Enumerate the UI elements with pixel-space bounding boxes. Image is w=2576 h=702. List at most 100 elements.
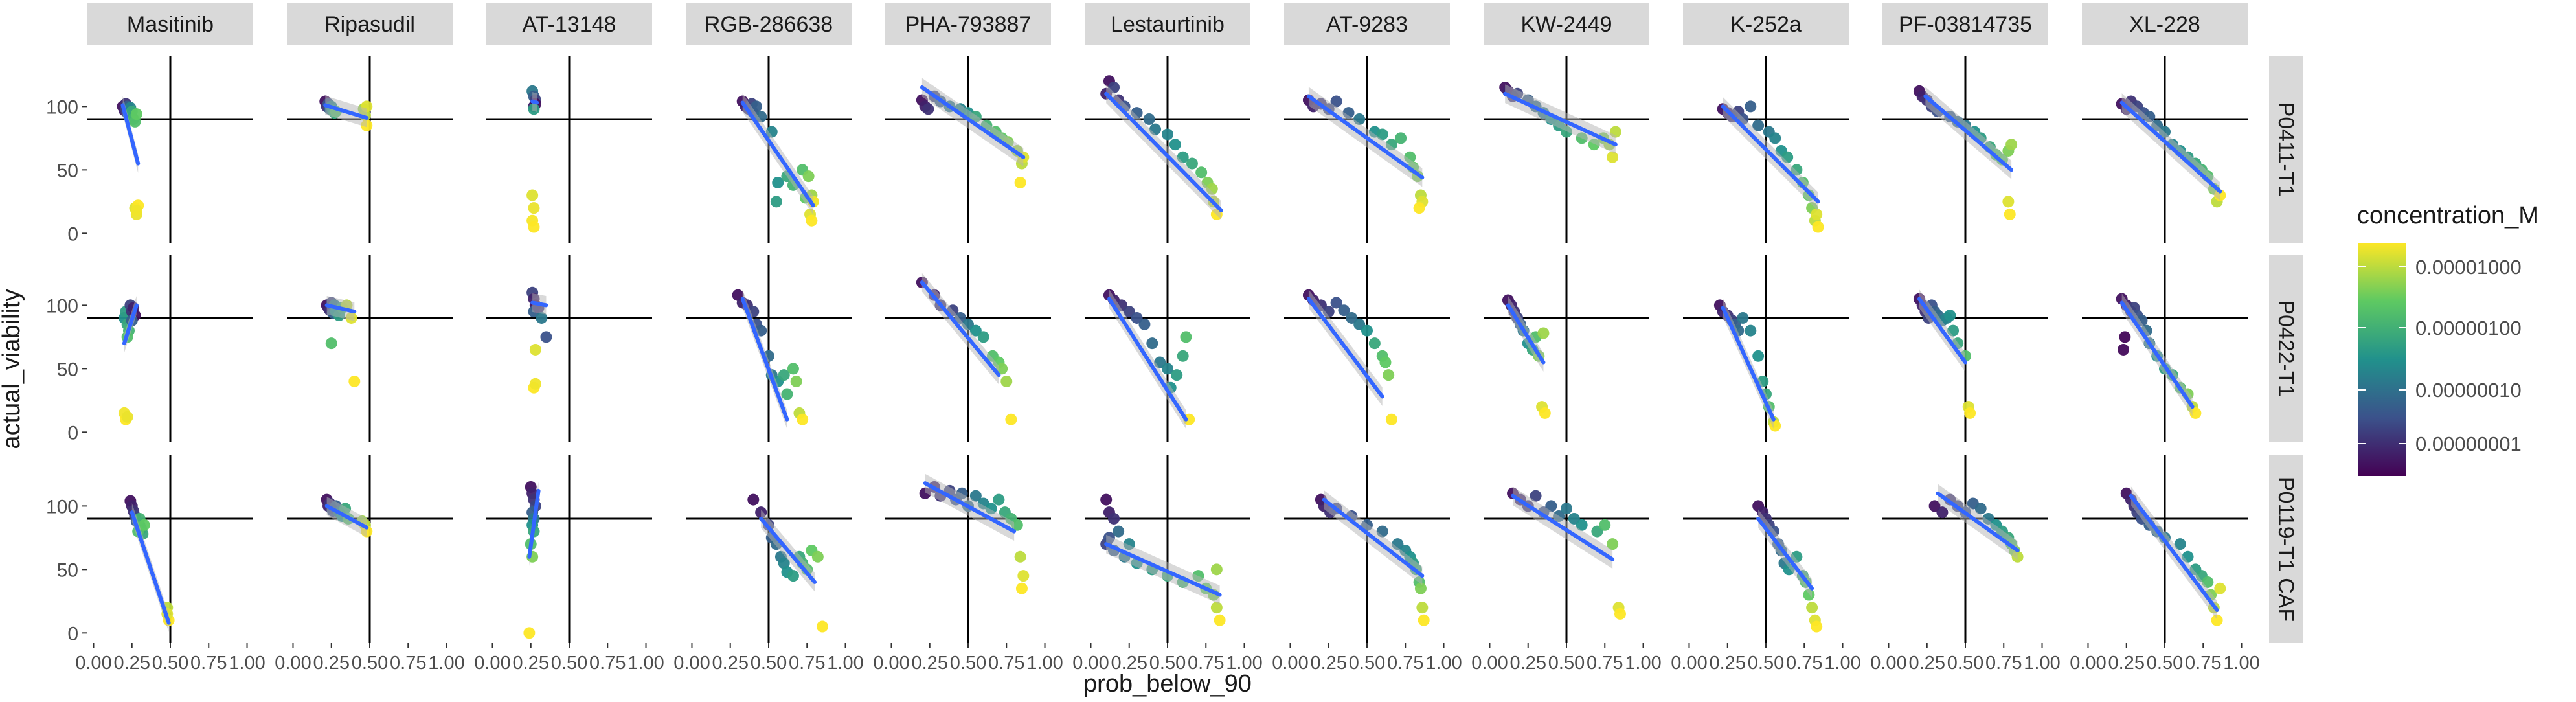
- fit-line: [1104, 542, 1222, 597]
- data-point: [770, 196, 782, 208]
- panel-xl-228-0: [2082, 56, 2248, 243]
- panel-rgb-286638-2: [686, 455, 852, 643]
- data-point: [1330, 95, 1342, 108]
- data-point: [993, 493, 1005, 506]
- fit-line: [120, 103, 141, 166]
- x-tick-label: 0.75: [2185, 653, 2221, 674]
- fit-line: [1104, 91, 1223, 213]
- data-point: [1186, 157, 1198, 170]
- x-tick-label: 0.50: [2147, 653, 2183, 674]
- data-point: [1974, 503, 1987, 515]
- data-point: [1936, 506, 1949, 519]
- facet-strip-label: Lestaurtinib: [1111, 12, 1225, 37]
- fit-line: [530, 300, 548, 308]
- facet-strip-label: RGB-286638: [705, 12, 833, 37]
- data-point: [1414, 582, 1427, 594]
- data-point: [1752, 119, 1765, 131]
- fit-line: [1721, 306, 1776, 422]
- data-point: [811, 550, 824, 563]
- data-point: [1338, 304, 1350, 317]
- panel-pf-03814735-0: [1882, 56, 2048, 243]
- x-axis-title: prob_below_90: [1083, 670, 1252, 697]
- panel-k-252a-0: [1683, 56, 1849, 243]
- data-point: [1169, 139, 1181, 151]
- facet-strip-rgb-286638: [686, 3, 852, 45]
- x-tick-label: 0.25: [912, 653, 948, 674]
- data-point: [1385, 413, 1397, 425]
- data-point: [1395, 132, 1407, 144]
- row-strip: [2269, 255, 2303, 442]
- x-tick-label: 0.75: [988, 653, 1024, 674]
- data-point: [1330, 297, 1342, 309]
- data-point: [1214, 614, 1226, 626]
- legend-title: concentration_M: [2357, 202, 2539, 229]
- y-tick-label: 0: [67, 623, 78, 644]
- data-point: [778, 557, 790, 569]
- data-point: [1944, 310, 1956, 322]
- data-point: [1737, 311, 1749, 324]
- data-point: [1361, 324, 1373, 337]
- panel-ripasudil-0: [287, 56, 453, 243]
- panel-masitinib-0: [87, 56, 253, 243]
- panel-kw-2449-2: [1484, 455, 1649, 643]
- y-tick-label: 100: [46, 96, 78, 118]
- panel-pha-793887-1: [885, 255, 1051, 442]
- fit-line: [1322, 497, 1425, 578]
- data-point: [1195, 166, 1208, 179]
- data-point: [977, 331, 989, 343]
- x-tick-label: 1.00: [627, 653, 664, 674]
- panel-lestaurtinib-0: [1085, 56, 1250, 243]
- x-tick-label: 0.50: [950, 653, 986, 674]
- data-point: [1100, 493, 1113, 506]
- row-strip: [2269, 455, 2303, 643]
- x-tick-label: 0.00: [2070, 653, 2106, 674]
- data-point: [325, 337, 337, 350]
- data-point: [1576, 519, 1588, 531]
- x-tick-label: 1.00: [2223, 653, 2259, 674]
- data-point: [787, 570, 799, 582]
- data-point: [1015, 582, 1028, 594]
- data-point: [1146, 337, 1158, 350]
- x-tick-label: 0.25: [1710, 653, 1746, 674]
- fit-line: [923, 481, 1017, 534]
- panel-at-9283-2: [1284, 455, 1450, 643]
- data-point: [536, 311, 548, 324]
- data-point: [1614, 607, 1626, 620]
- data-point: [787, 363, 799, 375]
- data-point: [2002, 196, 2015, 208]
- row-strip-label: P0119-T1 CAF: [2274, 477, 2298, 622]
- data-point: [1416, 602, 1429, 614]
- x-tick-label: 1.00: [2024, 653, 2060, 674]
- legend-colorbar: [2358, 243, 2406, 476]
- panel-lestaurtinib-2: [1085, 455, 1250, 643]
- facet-strip-label: AT-9283: [1326, 12, 1408, 37]
- data-point: [130, 108, 142, 120]
- data-point: [1353, 318, 1366, 330]
- fit-line: [1923, 94, 2014, 172]
- x-tick-label: 0.25: [1909, 653, 1945, 674]
- data-point: [1210, 602, 1223, 614]
- data-point: [130, 205, 142, 217]
- x-tick-label: 1.00: [1425, 653, 1462, 674]
- data-point: [2214, 582, 2226, 594]
- data-point: [2005, 139, 2018, 151]
- facet-strip-label: XL-228: [2129, 12, 2200, 37]
- data-point: [1376, 128, 1388, 141]
- x-tick-label: 0.75: [789, 653, 825, 674]
- data-point: [1005, 413, 1017, 425]
- data-point: [1000, 375, 1013, 387]
- panel-kw-2449-1: [1484, 255, 1649, 442]
- facet-strip-label: KW-2449: [1520, 12, 1612, 37]
- fit-line: [1503, 91, 1618, 147]
- x-tick-label: 0.50: [1748, 653, 1784, 674]
- y-tick-label: 50: [57, 160, 78, 181]
- data-point: [1014, 176, 1026, 188]
- data-point: [778, 369, 790, 381]
- panel-rgb-286638-0: [686, 56, 852, 243]
- legend-label: 0.00000100: [2415, 317, 2522, 339]
- data-point: [1011, 519, 1023, 531]
- facet-strip-label: K-252a: [1730, 12, 1802, 37]
- panel-masitinib-1: [87, 255, 253, 442]
- panel-at-13148-1: [486, 255, 652, 442]
